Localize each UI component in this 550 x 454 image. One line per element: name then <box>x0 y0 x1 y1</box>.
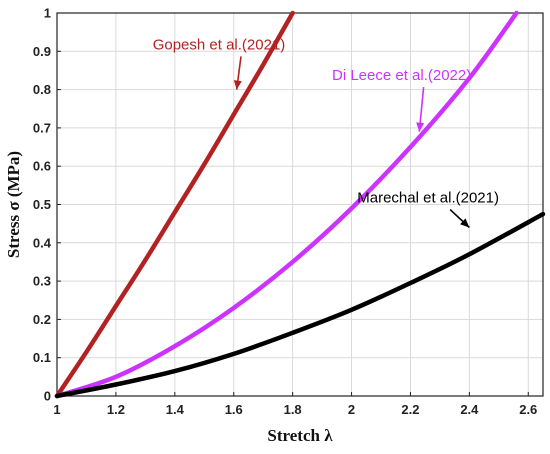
annotation-arrow-head <box>233 80 242 90</box>
x-tick-label: 1.8 <box>284 402 302 417</box>
y-tick-labels: 0 0.1 0.2 0.3 0.4 0.5 0.6 0.7 0.8 0.9 1 <box>33 6 61 404</box>
x-tick-labels: 1 1.2 1.4 1.6 1.8 2 2.2 2.4 2.6 <box>53 392 537 417</box>
y-tick-label: 0.4 <box>33 235 52 250</box>
series-line-marechal-et-al-2021 <box>54 211 546 399</box>
annotation-arrow-head <box>416 122 425 132</box>
x-axis-title: Stretch λ <box>267 426 333 445</box>
x-tick-label: 2.6 <box>519 402 537 417</box>
x-tick-label: 1 <box>53 402 60 417</box>
annotation-layer: Gopesh et al.(2021) Di Leece et al.(2022)… <box>153 36 499 229</box>
x-tick-label: 2.2 <box>401 402 419 417</box>
y-tick-label: 0.3 <box>33 274 51 289</box>
annotation-label-marechal-et-al-2021: Marechal et al.(2021) <box>357 190 499 207</box>
y-axis-title: Stress σ (MPa) <box>4 151 23 258</box>
x-tick-label: 1.4 <box>166 402 185 417</box>
annotation-label-di-leece-et-al-2022: Di Leece et al.(2022) <box>332 67 471 84</box>
y-tick-label: 0.6 <box>33 159 51 174</box>
y-tick-label: 1 <box>44 6 51 21</box>
annotation-arrow-head <box>460 218 470 228</box>
series-line-di-leece-et-al-2022 <box>54 10 519 399</box>
x-tick-label: 1.2 <box>107 402 125 417</box>
y-tick-label: 0.1 <box>33 350 51 365</box>
y-tick-label: 0 <box>44 389 51 404</box>
x-tick-label: 1.6 <box>225 402 243 417</box>
x-tick-label: 2 <box>348 402 355 417</box>
y-tick-label: 0.5 <box>33 197 51 212</box>
y-tick-label: 0.7 <box>33 120 51 135</box>
y-tick-label: 0.9 <box>33 44 51 59</box>
y-tick-label: 0.8 <box>33 82 51 97</box>
y-tick-label: 0.2 <box>33 312 51 327</box>
series-layer <box>54 10 546 399</box>
annotation-label-gopesh-et-al-2021: Gopesh et al.(2021) <box>153 36 286 53</box>
series-line-gopesh-et-al-2021 <box>54 10 295 399</box>
x-tick-label: 2.4 <box>460 402 479 417</box>
